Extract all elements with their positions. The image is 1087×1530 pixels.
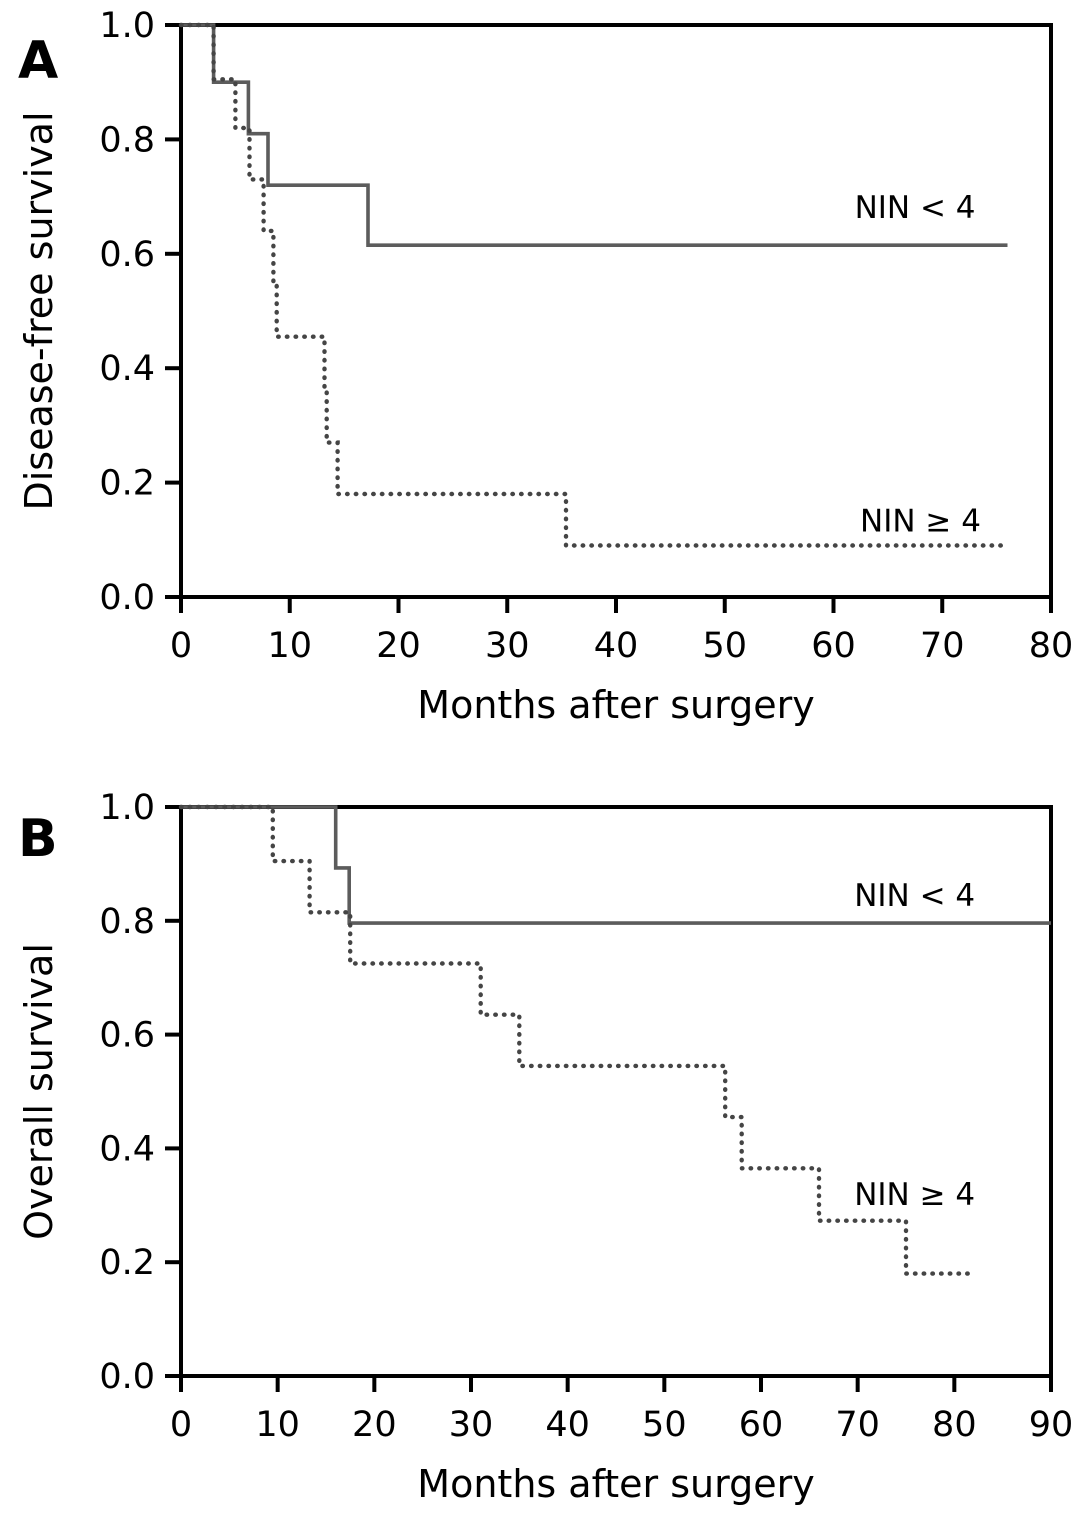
- x-tick-label: 20: [376, 626, 421, 666]
- x-tick-label: 80: [1029, 626, 1074, 666]
- x-tick-label: 70: [920, 626, 965, 666]
- x-tick-label: 60: [811, 626, 856, 666]
- curve-annotation-nin-ge-4: NIN ≥ 4: [854, 1177, 975, 1213]
- series-line-nin-lt-4: [181, 805, 1051, 925]
- y-tick-label: 0.4: [99, 349, 155, 389]
- x-tick-label: 70: [835, 1405, 880, 1445]
- y-tick-label: 0.0: [99, 578, 155, 618]
- x-tick-label: 0: [170, 1405, 192, 1445]
- panel-b: 0 10 20 30 40 50 60 70 80 90 1.0 0.8 0.6 0.4 0.2 0.0 Mon…: [17, 788, 1073, 1506]
- x-axis-title: Months after surgery: [417, 683, 814, 727]
- y-tick-label: 0.8: [99, 902, 155, 942]
- x-tick-label: 40: [545, 1405, 590, 1445]
- x-tick-label: 60: [739, 1405, 784, 1445]
- series-line-nin-ge-4: [178, 22, 1010, 548]
- curve-annotation-nin-lt-4: NIN < 4: [854, 878, 975, 914]
- series-line-nin-ge-4: [178, 804, 971, 1276]
- panel-a: 0 10 20 30 40 50 60 70 80 1.0 0.8 0.6 0.4 0.2 0.0 Month…: [17, 6, 1073, 727]
- x-tick-label: 40: [594, 626, 639, 666]
- y-axis-title: Overall survival: [17, 943, 61, 1240]
- y-tick-label: 0.0: [99, 1357, 155, 1397]
- x-tick-label: 10: [267, 626, 312, 666]
- y-axis-title: Disease-free survival: [17, 111, 61, 510]
- panel-letter-a: A: [18, 31, 58, 91]
- panel-letter-b: B: [18, 809, 58, 869]
- x-tick-label: 30: [449, 1405, 494, 1445]
- x-tick-label: 10: [255, 1405, 300, 1445]
- x-tick-label: 30: [485, 626, 530, 666]
- y-tick-label: 0.2: [99, 1243, 155, 1283]
- x-axis-title: Months after surgery: [417, 1462, 814, 1506]
- y-tick-label: 0.6: [99, 1016, 155, 1056]
- x-tick-label: 0: [170, 626, 192, 666]
- y-tick-label: 0.4: [99, 1129, 155, 1169]
- y-tick-label: 1.0: [99, 6, 155, 46]
- y-tick-label: 1.0: [99, 788, 155, 828]
- y-tick-label: 0.6: [99, 235, 155, 275]
- x-tick-label: 80: [932, 1405, 977, 1445]
- x-tick-label: 90: [1029, 1405, 1074, 1445]
- y-tick-label: 0.8: [99, 120, 155, 160]
- curve-annotation-nin-ge-4: NIN ≥ 4: [860, 503, 981, 539]
- x-tick-label: 50: [702, 626, 747, 666]
- y-tick-label: 0.2: [99, 464, 155, 504]
- curve-annotation-nin-lt-4: NIN < 4: [855, 190, 976, 226]
- x-tick-label: 20: [352, 1405, 397, 1445]
- x-tick-label: 50: [642, 1405, 687, 1445]
